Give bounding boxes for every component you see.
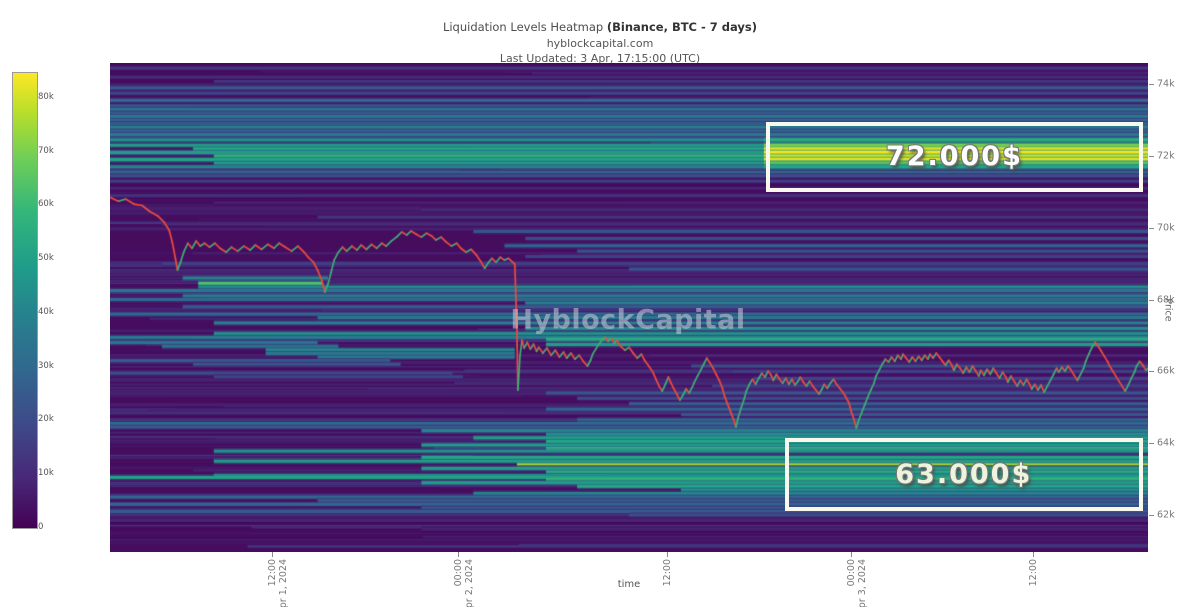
heatmap-canvas: [110, 63, 1148, 552]
price-tick-mark: [1149, 155, 1154, 157]
time-tick-label: 12:00: [1027, 559, 1039, 587]
colorbar-tick-label: 0: [38, 522, 44, 532]
time-tick-mark: [1032, 552, 1034, 557]
price-axis-title: Price: [1162, 298, 1174, 322]
annotation-box-63k: 63.000$: [784, 437, 1143, 511]
price-tick-mark: [1149, 443, 1154, 445]
price-tick-mark: [1149, 227, 1154, 229]
price-tick-label: 72k: [1157, 150, 1175, 162]
price-tick-label: 70k: [1157, 222, 1175, 234]
price-tick-label: 68k: [1157, 294, 1175, 306]
price-tick-mark: [1149, 299, 1154, 301]
colorbar-tick-label: 70k: [38, 145, 54, 156]
price-tick-label: 62k: [1157, 509, 1175, 521]
price-tick-mark: [1149, 371, 1154, 373]
colorbar-gradient: [12, 72, 38, 529]
time-tick-mark: [851, 552, 853, 557]
time-axis-title: time: [617, 579, 641, 590]
colorbar-tick-label: 20k: [38, 414, 54, 425]
page-title-bold: (Binance, BTC - 7 days): [606, 20, 758, 34]
colorbar-tick-label: 50k: [38, 253, 54, 264]
annotation-label-63k: 63.000$: [895, 458, 1033, 490]
price-tick-label: 64k: [1157, 437, 1175, 449]
time-tick-label: 00:00 Apr 2, 2024: [452, 559, 475, 607]
price-tick-mark: [1149, 84, 1154, 86]
page-title: Liquidation Levels Heatmap (Binance, BTC…: [442, 20, 758, 34]
time-tick-label: 00:00 Apr 3, 2024: [846, 559, 869, 607]
watermark: HyblockCapital: [510, 304, 746, 336]
time-tick-mark: [667, 552, 669, 557]
colorbar-tick-label: 40k: [38, 306, 54, 317]
colorbar-tick-label: 10k: [38, 468, 54, 479]
figure-header: Liquidation Levels Heatmap (Binance, BTC…: [0, 20, 1200, 65]
annotation-label-72k: 72.000$: [885, 141, 1023, 173]
heatmap-plot-area: HyblockCapital 72.000$ 63.000$: [110, 63, 1148, 552]
time-tick-mark: [457, 552, 459, 557]
source-subtitle: hyblockcapital.com: [546, 37, 654, 50]
colorbar-tick-label: 80k: [38, 91, 54, 102]
time-tick-label: 12:00 Apr 1, 2024: [266, 559, 289, 607]
time-tick-mark: [271, 552, 273, 557]
time-tick-label: 12:00: [662, 559, 674, 587]
price-tick-mark: [1149, 515, 1154, 517]
price-tick-label: 74k: [1157, 78, 1175, 90]
price-tick-label: 66k: [1157, 365, 1175, 377]
last-updated-text: Last Updated: 3 Apr, 17:15:00 (UTC): [499, 52, 701, 65]
colorbar-tick-label: 60k: [38, 199, 54, 210]
colorbar-tick-label: 30k: [38, 360, 54, 371]
annotation-box-72k: 72.000$: [766, 121, 1143, 192]
